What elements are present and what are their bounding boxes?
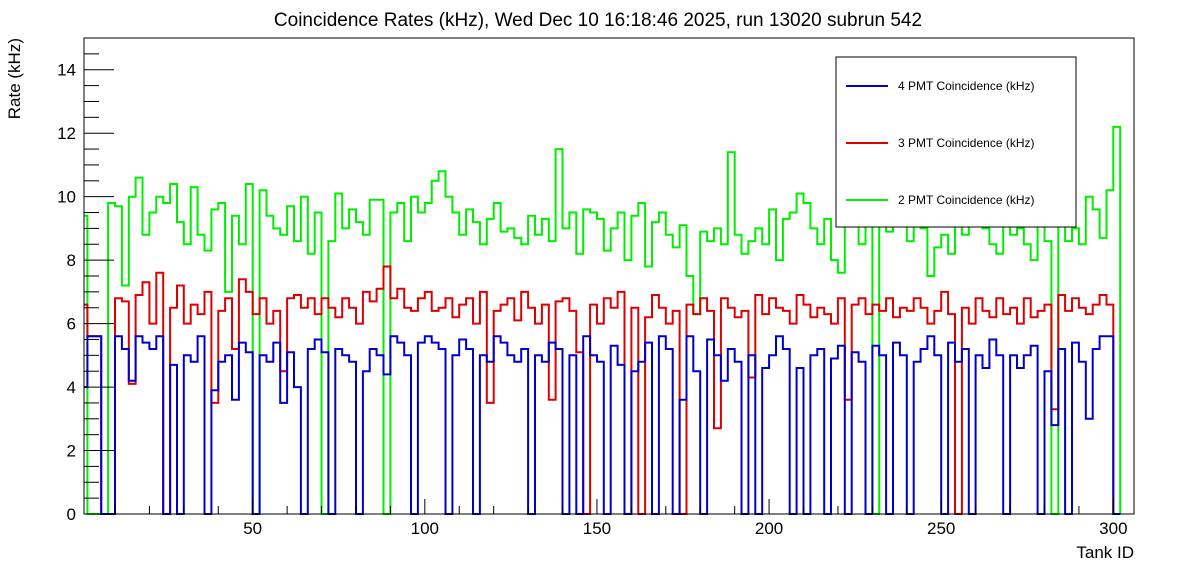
legend: 4 PMT Coincidence (kHz) 3 PMT Coincidence… xyxy=(835,56,1077,228)
legend-label: 2 PMT Coincidence (kHz) xyxy=(898,193,1035,207)
y-tick-label: 4 xyxy=(67,378,76,397)
y-tick-label: 0 xyxy=(67,505,76,524)
x-tick-label: 250 xyxy=(927,519,955,538)
y-tick-label: 2 xyxy=(67,442,76,461)
series-line-3-pmt xyxy=(84,265,1121,515)
x-tick-label: 100 xyxy=(411,519,439,538)
y-tick-label: 8 xyxy=(67,251,76,270)
x-axis-label: Tank ID xyxy=(1076,543,1134,562)
y-tick-label: 10 xyxy=(57,188,76,207)
x-tick-label: 300 xyxy=(1099,519,1127,538)
plot-frame xyxy=(83,37,1135,515)
x-tick-label: 200 xyxy=(755,519,783,538)
series-line-2-pmt xyxy=(84,125,1122,515)
x-tick-label: 150 xyxy=(583,519,611,538)
x-tick-label: 50 xyxy=(243,519,262,538)
y-axis-label: Rate (kHz) xyxy=(5,38,24,119)
chart-title: Coincidence Rates (kHz), Wed Dec 10 16:1… xyxy=(274,10,922,31)
legend-label: 4 PMT Coincidence (kHz) xyxy=(898,79,1035,93)
y-tick-label: 12 xyxy=(57,124,76,143)
axis-layer: 0 2 4 6 8 10 12 14 50 100 150 200 250 300 xyxy=(57,37,1128,538)
y-tick-label: 14 xyxy=(57,61,76,80)
legend-label: 3 PMT Coincidence (kHz) xyxy=(898,136,1035,150)
y-tick-label: 6 xyxy=(67,315,76,334)
